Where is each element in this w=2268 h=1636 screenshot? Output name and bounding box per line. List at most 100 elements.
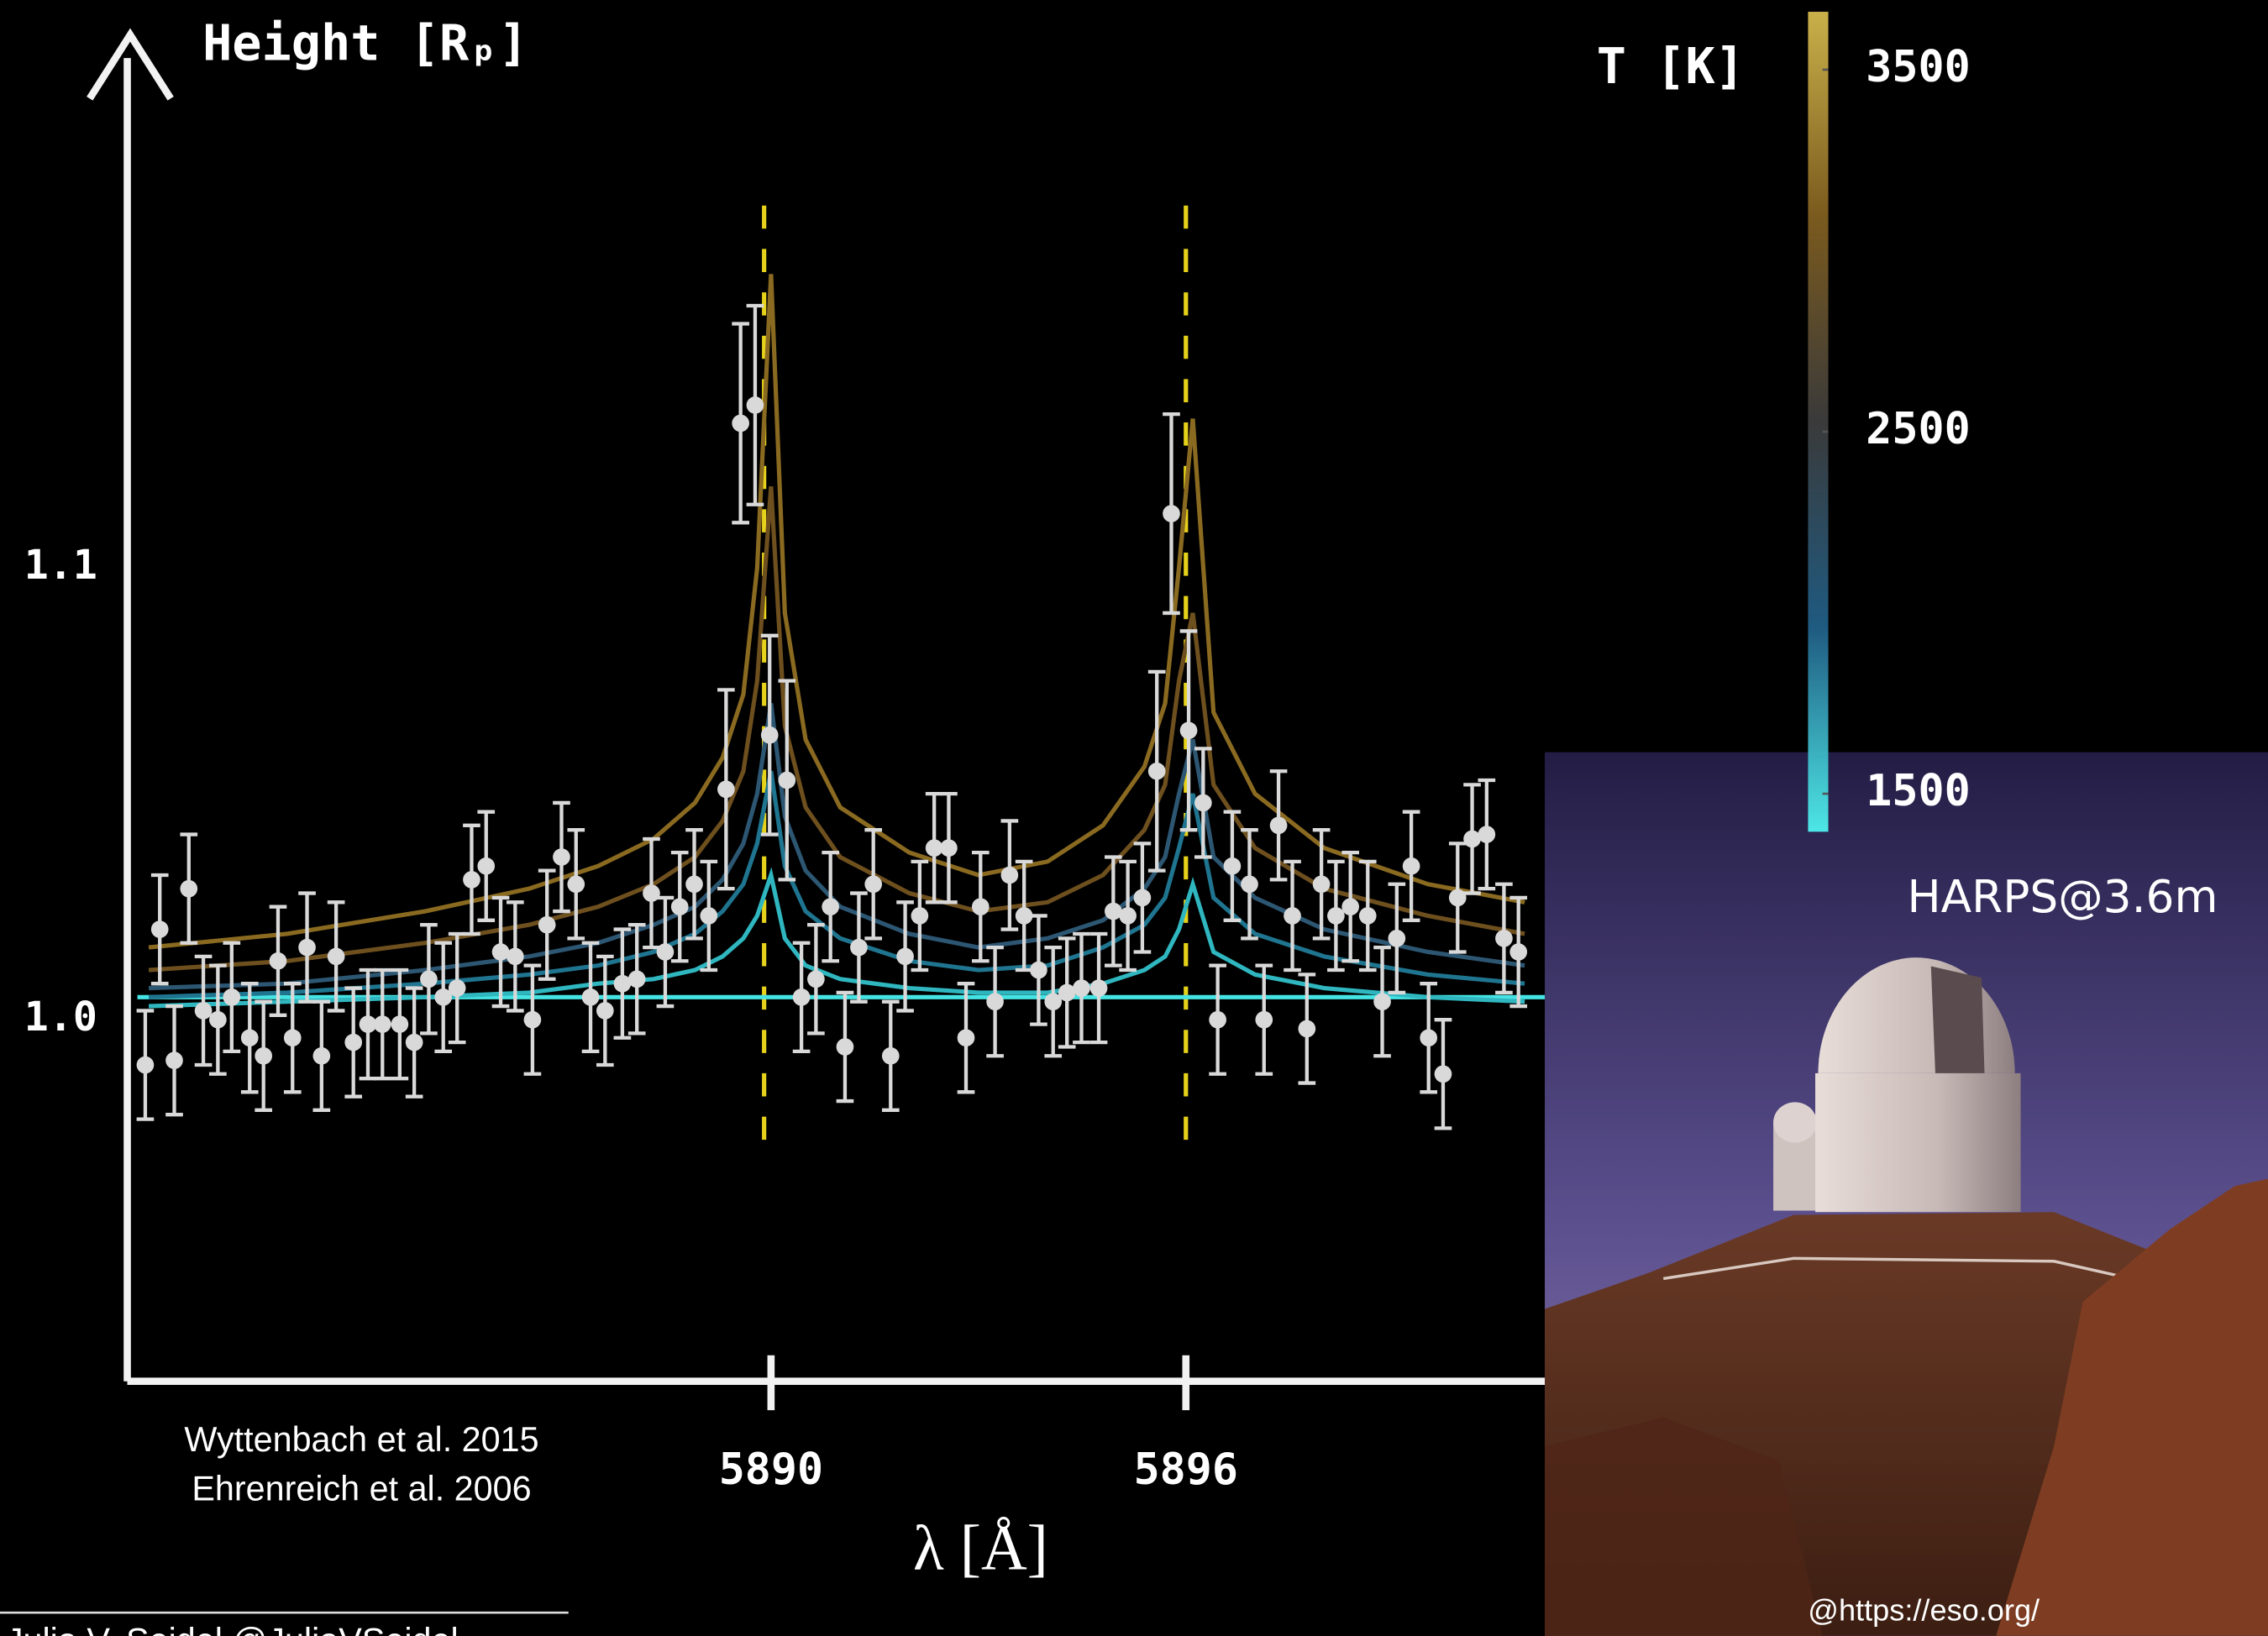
- y-axis-arrow: [87, 28, 174, 101]
- data-point: [1073, 979, 1090, 997]
- data-point: [240, 1029, 259, 1047]
- data-point: [746, 396, 764, 414]
- dome-base: [1815, 1072, 2021, 1213]
- data-point: [1119, 907, 1137, 925]
- data-point: [1402, 857, 1420, 875]
- data-point: [925, 839, 943, 857]
- data-point: [1089, 979, 1108, 997]
- dome-slit: [1930, 966, 1985, 1073]
- data-point: [327, 947, 345, 966]
- y-tick-label: 1.0: [24, 994, 97, 1041]
- data-point: [850, 938, 868, 957]
- colorbar-scale: [1808, 12, 1829, 832]
- data-point: [656, 943, 675, 961]
- plot-area: [136, 205, 1546, 1157]
- data-point: [1358, 907, 1377, 925]
- reference: Ehrenreich et al. 2006: [192, 1469, 531, 1508]
- data-point: [940, 839, 958, 857]
- x-tick-label: 5896: [1134, 1445, 1238, 1495]
- data-point: [1420, 1029, 1438, 1047]
- data-point: [1269, 816, 1288, 835]
- data-point: [986, 993, 1004, 1011]
- data-point: [344, 1033, 363, 1051]
- data-point: [538, 915, 556, 934]
- data-point: [1058, 983, 1076, 1002]
- data-point: [1495, 930, 1513, 947]
- model-line: [148, 703, 1525, 991]
- data-point: [477, 857, 496, 875]
- data-point: [717, 780, 735, 799]
- data-point: [1509, 943, 1528, 961]
- x-tick-label: 5890: [719, 1445, 823, 1495]
- data-point: [391, 1015, 409, 1033]
- data-point: [596, 1002, 614, 1020]
- data-point: [1298, 1020, 1316, 1038]
- data-point: [209, 1010, 227, 1029]
- data-point: [732, 414, 749, 433]
- data-point: [1000, 866, 1019, 884]
- data-point: [180, 879, 198, 898]
- data-point: [881, 1046, 900, 1065]
- data-point: [670, 898, 689, 916]
- data-point: [836, 1038, 854, 1056]
- data-point: [1434, 1065, 1452, 1083]
- data-point: [581, 988, 600, 1006]
- data-point: [298, 938, 316, 957]
- rocks: [1545, 1417, 1823, 1636]
- data-point: [1284, 907, 1301, 925]
- small-dome: [1773, 1102, 1817, 1143]
- data-point: [685, 875, 703, 894]
- data-point: [1448, 889, 1467, 907]
- data-point: [1209, 1010, 1226, 1029]
- data-point: [269, 952, 287, 970]
- model-line: [148, 770, 1525, 999]
- photo-credit: @https://eso.org/: [1808, 1593, 2040, 1628]
- model-line: [148, 486, 1525, 973]
- photo: HARPS@3.6m @https://eso.org/: [1545, 752, 2268, 1636]
- data-point: [1015, 907, 1033, 925]
- data-point: [1133, 889, 1152, 907]
- colorbar: T [K] 1500 2500 3500: [1597, 12, 1971, 832]
- x-axis-label: λ [Å]: [913, 1513, 1048, 1584]
- y-axis-label: Height [Rₚ]: [202, 14, 528, 71]
- data-point: [255, 1046, 273, 1065]
- model-line: [148, 274, 1525, 950]
- data-point: [1463, 830, 1481, 848]
- data-point: [136, 1056, 155, 1074]
- data-point: [150, 920, 169, 938]
- data-point: [283, 1029, 302, 1047]
- data-point: [896, 947, 914, 966]
- y-tick-label: 1.1: [24, 542, 97, 589]
- data-point: [911, 907, 929, 925]
- data-point: [567, 875, 585, 894]
- data-point: [463, 871, 480, 889]
- data-point: [1223, 857, 1242, 875]
- data-point: [1179, 721, 1198, 740]
- data-point: [1030, 961, 1047, 979]
- data-point: [971, 898, 990, 916]
- data-point: [807, 970, 825, 988]
- data-point: [373, 1015, 391, 1033]
- colorbar-label: T [K]: [1597, 38, 1745, 95]
- rocks: [1996, 1178, 2268, 1636]
- data-point: [491, 943, 510, 961]
- data-point: [1478, 826, 1496, 843]
- data-point: [957, 1029, 975, 1047]
- data-point: [448, 979, 466, 997]
- data-point: [1341, 898, 1360, 916]
- data-point: [1255, 1010, 1273, 1029]
- road: [1662, 1256, 2171, 1289]
- data-point: [405, 1033, 423, 1051]
- data-point: [792, 988, 811, 1006]
- colorbar-tick-label: 2500: [1866, 404, 1970, 454]
- data-point: [1105, 902, 1122, 920]
- data-point: [613, 974, 632, 993]
- data-point: [223, 988, 241, 1006]
- data-point: [627, 970, 646, 988]
- data-point: [1373, 993, 1391, 1011]
- data-point: [1044, 993, 1063, 1011]
- data-point: [1163, 505, 1180, 522]
- data-point: [194, 1002, 213, 1020]
- data-point: [864, 875, 883, 894]
